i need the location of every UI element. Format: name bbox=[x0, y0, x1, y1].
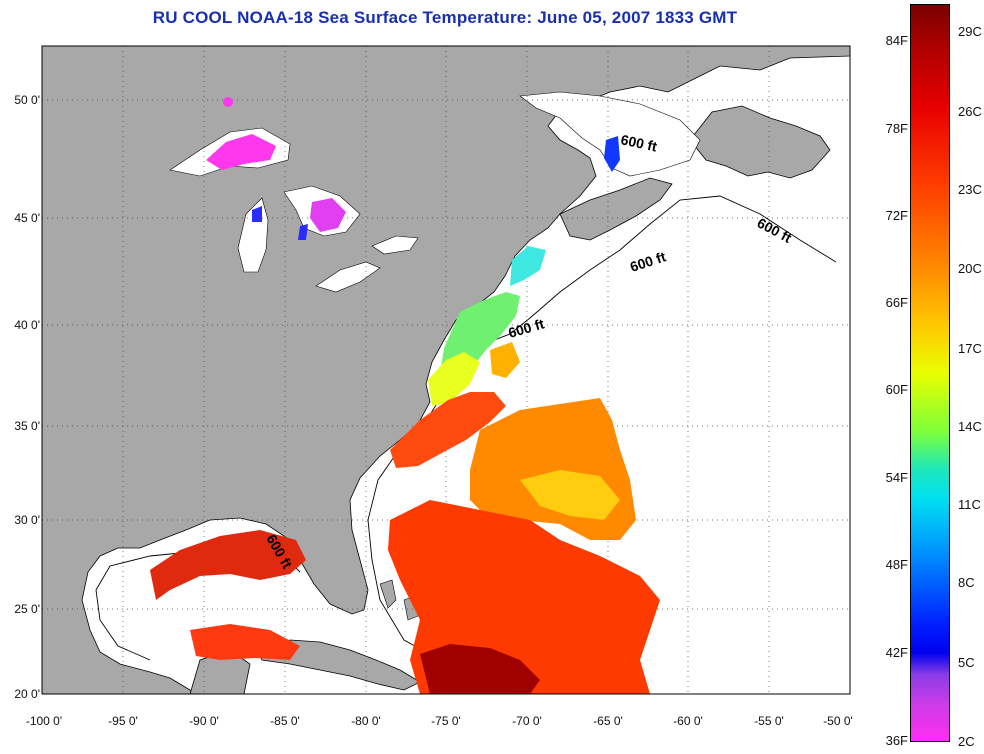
sst-nipigon bbox=[223, 97, 233, 107]
sst-chesapeake-warm bbox=[428, 352, 480, 406]
sst-superior bbox=[206, 134, 276, 170]
land-nova-scotia bbox=[559, 177, 673, 241]
sst-caribbean-darkred bbox=[420, 644, 540, 694]
cbar-c-14: 14C bbox=[958, 419, 982, 434]
isobath-label-1: 600 ft bbox=[619, 131, 658, 154]
sst-georgian bbox=[252, 206, 308, 240]
lon-tick-100: -100 0' bbox=[25, 714, 63, 728]
cbar-c-8: 8C bbox=[958, 575, 975, 590]
lat-tick-25: 25 0' bbox=[14, 602, 40, 616]
lon-tick-85: -85 0' bbox=[270, 714, 300, 728]
lake-erie bbox=[315, 261, 381, 293]
gulf-st-lawrence bbox=[519, 91, 701, 177]
lat-tick-40: 40 0' bbox=[14, 318, 40, 332]
cbar-f-66: 66F bbox=[885, 295, 908, 310]
lon-tick-60: -60 0' bbox=[673, 714, 703, 728]
lon-tick-65: -65 0' bbox=[593, 714, 623, 728]
land-cuba bbox=[255, 639, 421, 691]
cbar-c-17: 17C bbox=[958, 341, 982, 356]
lon-tick-90: -90 0' bbox=[189, 714, 219, 728]
sst-gulf-mexico bbox=[150, 530, 306, 600]
sst-shelf-orange bbox=[490, 342, 520, 378]
cbar-c-26: 26C bbox=[958, 104, 982, 119]
cbar-f-54: 54F bbox=[885, 470, 908, 485]
lon-tick-50: -50 0' bbox=[823, 714, 853, 728]
sst-gulf-yucatan bbox=[190, 624, 300, 660]
lat-tick-50: 50 0' bbox=[14, 93, 40, 107]
cbar-c-29: 29C bbox=[958, 24, 982, 39]
sst-carolina-warm bbox=[390, 392, 506, 468]
lon-tick-80: -80 0' bbox=[351, 714, 381, 728]
lake-ontario bbox=[371, 235, 419, 255]
sst-gulf-maine bbox=[510, 246, 546, 286]
cbar-f-48: 48F bbox=[885, 557, 908, 572]
sst-gulf-stlawrence bbox=[604, 136, 620, 172]
lon-tick-95: -95 0' bbox=[108, 714, 138, 728]
lat-tick-35: 35 0' bbox=[14, 419, 40, 433]
cbar-f-60: 60F bbox=[885, 382, 908, 397]
lon-tick-55: -55 0' bbox=[754, 714, 784, 728]
cbar-c-5: 5C bbox=[958, 655, 975, 670]
lat-tick-45: 45 0' bbox=[14, 211, 40, 225]
lat-tick-30: 30 0' bbox=[14, 513, 40, 527]
cbar-f-42: 42F bbox=[885, 645, 908, 660]
cbar-f-36: 36F bbox=[885, 733, 908, 748]
cbar-f-84: 84F bbox=[885, 33, 908, 48]
cbar-c-20: 20C bbox=[958, 261, 982, 276]
map-title: RU COOL NOAA-18 Sea Surface Temperature:… bbox=[152, 8, 738, 27]
land-newfoundland bbox=[689, 105, 831, 179]
lon-tick-75: -75 0' bbox=[431, 714, 461, 728]
lat-tick-20: 20 0' bbox=[14, 687, 40, 701]
temperature-colorbar bbox=[910, 4, 950, 742]
cbar-f-78: 78F bbox=[885, 121, 908, 136]
cbar-c-23: 23C bbox=[958, 182, 982, 197]
lon-tick-70: -70 0' bbox=[512, 714, 542, 728]
sst-huron bbox=[310, 198, 346, 232]
cbar-c-2: 2C bbox=[958, 734, 975, 749]
cbar-c-11: 11C bbox=[958, 497, 981, 512]
sst-atlantic-yellow bbox=[520, 470, 620, 520]
map-frame bbox=[41, 45, 851, 695]
cbar-f-72: 72F bbox=[885, 208, 908, 223]
